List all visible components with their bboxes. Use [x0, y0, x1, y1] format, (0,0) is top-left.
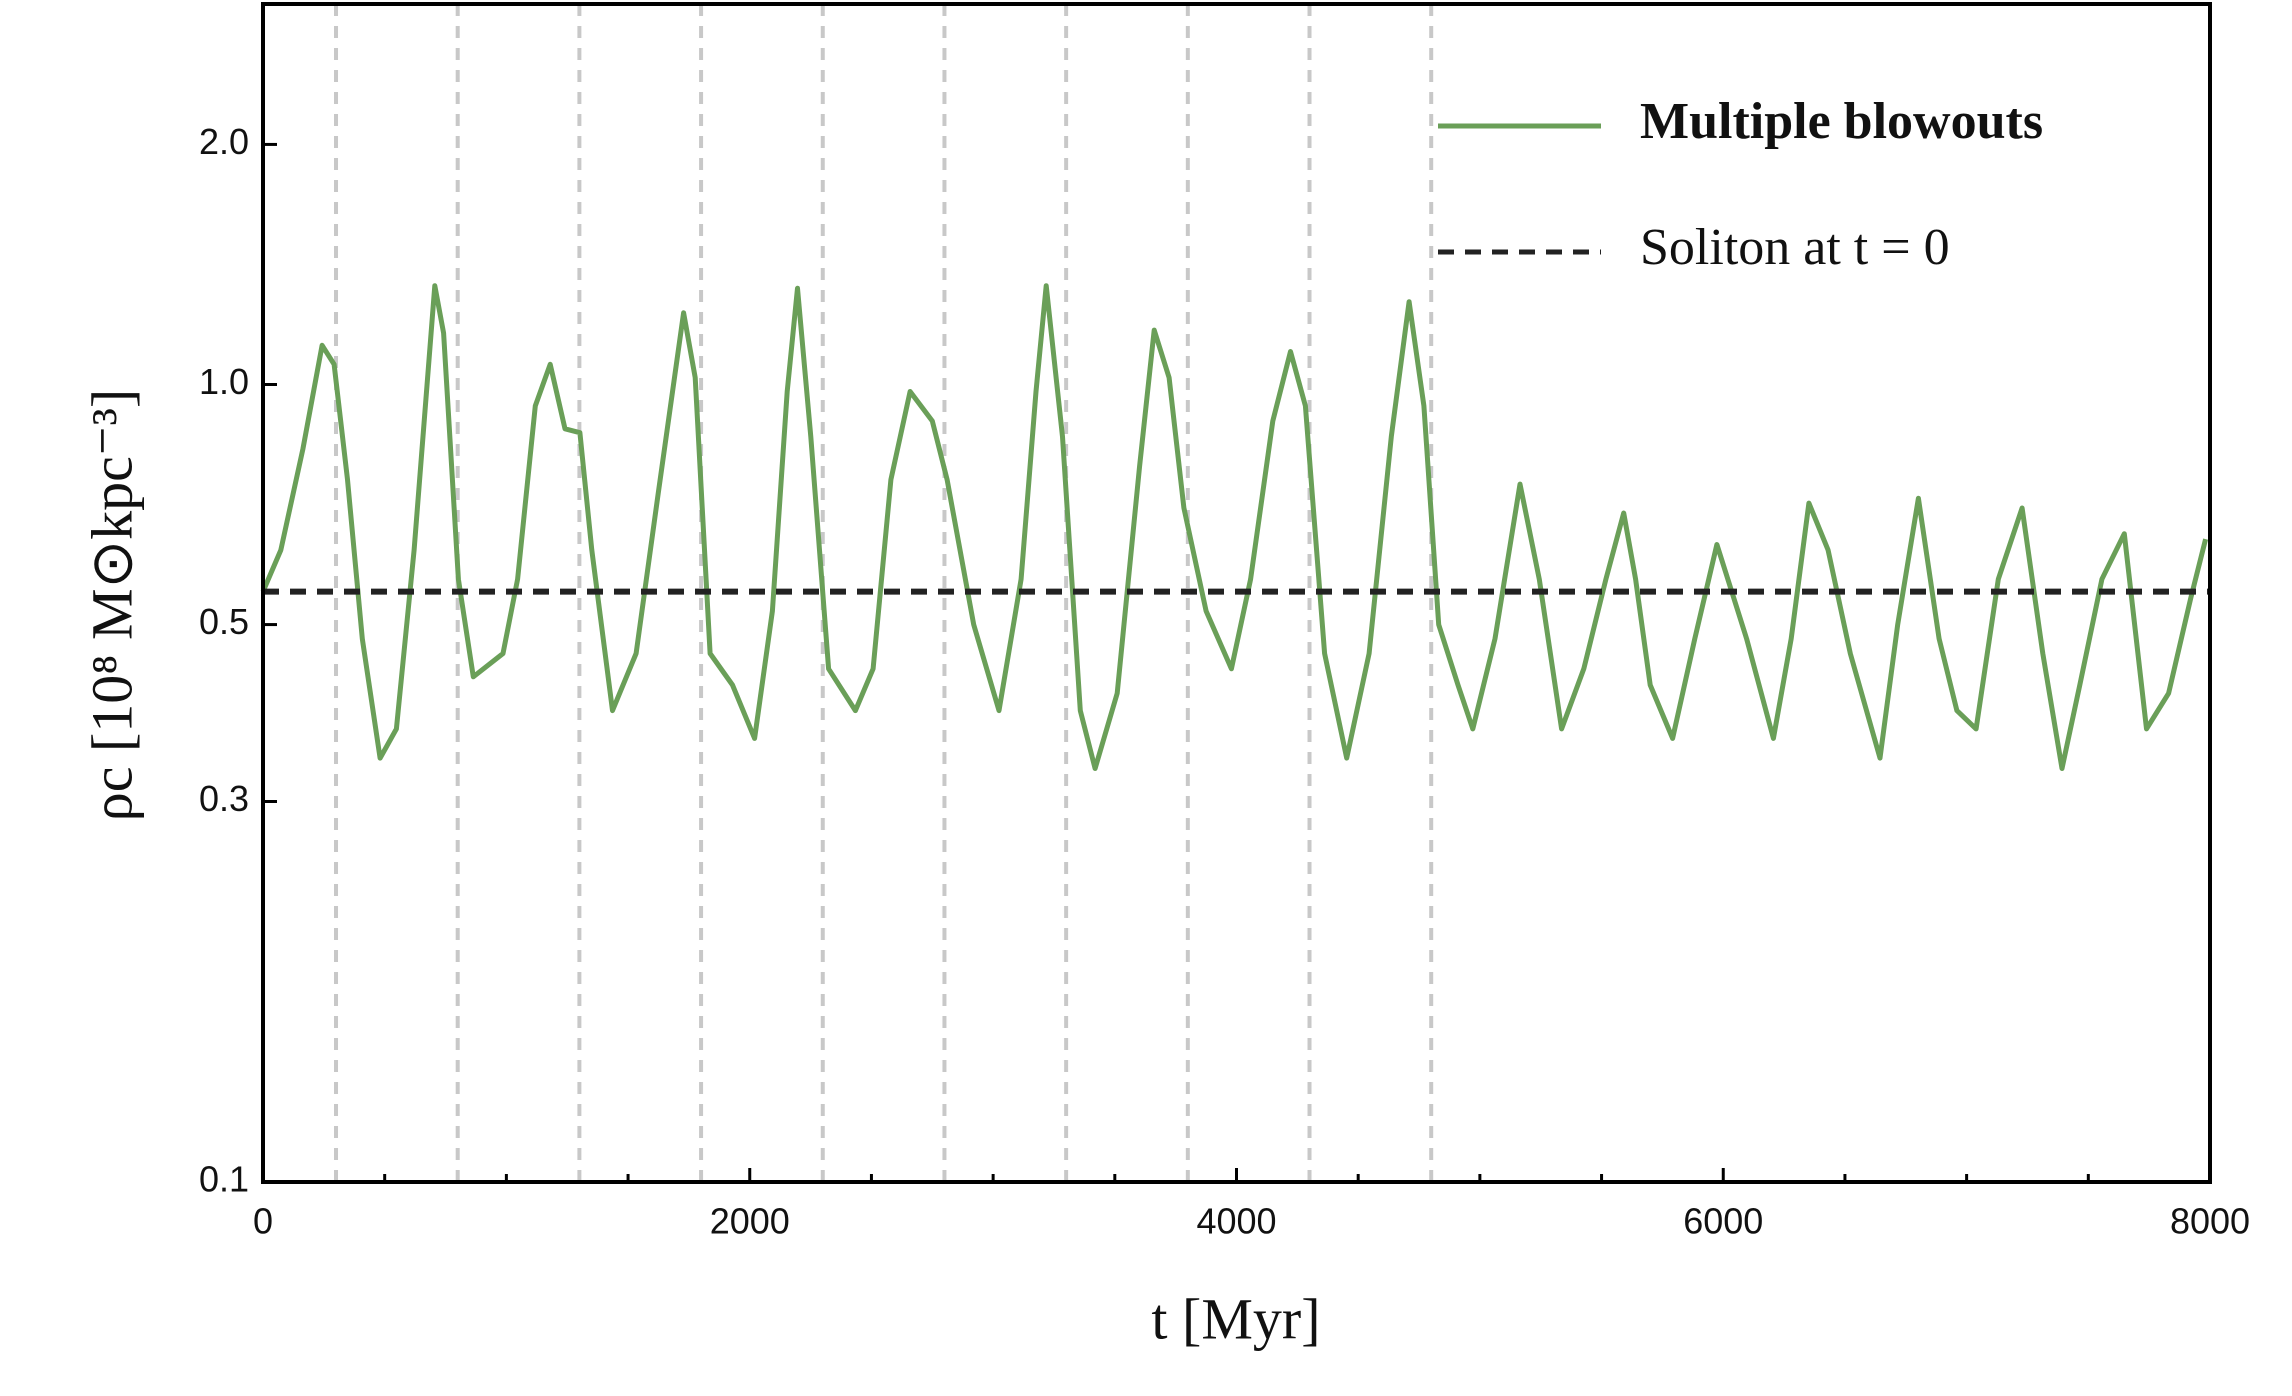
y-tick-label: 0.1 [199, 1159, 249, 1200]
y-tick-label: 1.0 [199, 361, 249, 402]
legend-label: Multiple blowouts [1640, 93, 2043, 150]
y-tick-label: 0.3 [199, 778, 249, 819]
x-tick-label: 4000 [1196, 1201, 1276, 1242]
x-tick-label: 0 [253, 1201, 273, 1242]
x-tick-label: 2000 [710, 1201, 790, 1242]
data-line [260, 283, 2209, 771]
y-tick-label: 0.5 [199, 601, 249, 642]
y-axis-label: ρc [10⁸ M⊙kpc⁻³] [79, 389, 144, 821]
x-axis-label: t [Myr] [1151, 1286, 1320, 1351]
x-tick-label: 6000 [1683, 1201, 1763, 1242]
plot-frame [261, 2, 2212, 1184]
legend-label: Soliton at t = 0 [1640, 219, 1950, 276]
x-tick-label: 8000 [2170, 1201, 2250, 1242]
y-tick-label: 2.0 [199, 121, 249, 162]
